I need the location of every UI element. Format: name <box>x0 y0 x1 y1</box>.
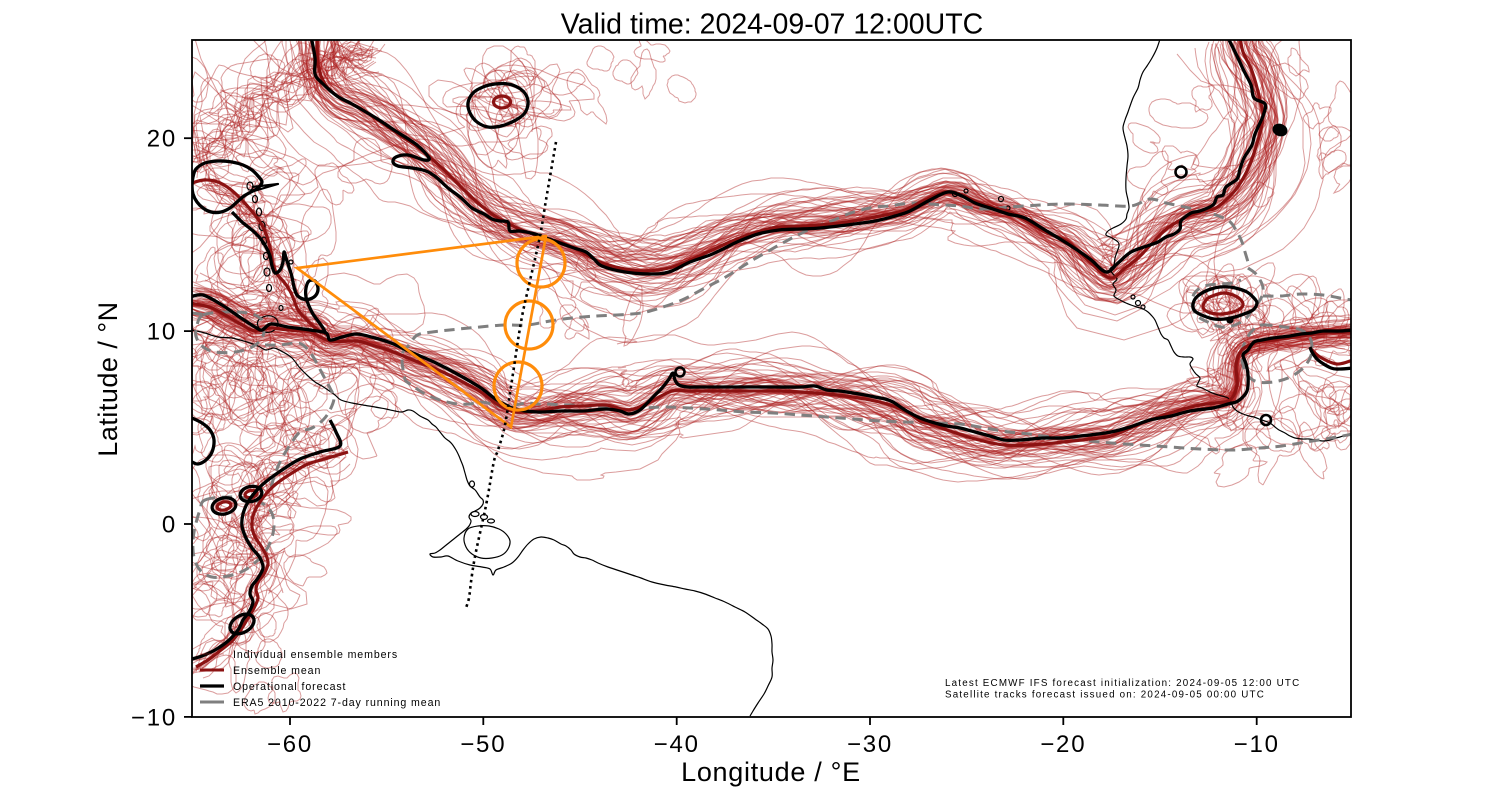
svg-text:ERA5 2010-2022 7-day running m: ERA5 2010-2022 7-day running mean <box>233 697 441 709</box>
svg-text:Longitude / °E: Longitude / °E <box>681 757 861 787</box>
svg-text:−60: −60 <box>267 731 313 758</box>
svg-text:Operational forecast: Operational forecast <box>233 681 346 693</box>
svg-text:0: 0 <box>162 511 177 538</box>
svg-text:20: 20 <box>147 126 177 153</box>
svg-text:Individual ensemble members: Individual ensemble members <box>233 649 398 661</box>
svg-text:10: 10 <box>147 319 177 346</box>
svg-text:−20: −20 <box>1040 731 1086 758</box>
svg-text:−10: −10 <box>1234 731 1280 758</box>
svg-text:−10: −10 <box>131 704 177 731</box>
svg-text:−40: −40 <box>654 731 700 758</box>
svg-text:−30: −30 <box>847 731 893 758</box>
svg-text:Satellite tracks forecast issu: Satellite tracks forecast issued on: 202… <box>945 690 1265 701</box>
svg-text:Valid time: 2024-09-07 12:00UT: Valid time: 2024-09-07 12:00UTC <box>561 9 983 41</box>
svg-text:Latitude / °N: Latitude / °N <box>93 301 123 456</box>
svg-text:Latest ECMWF IFS forecast init: Latest ECMWF IFS forecast initialization… <box>945 678 1300 689</box>
svg-text:Ensemble mean: Ensemble mean <box>233 665 321 677</box>
svg-text:−50: −50 <box>460 731 506 758</box>
